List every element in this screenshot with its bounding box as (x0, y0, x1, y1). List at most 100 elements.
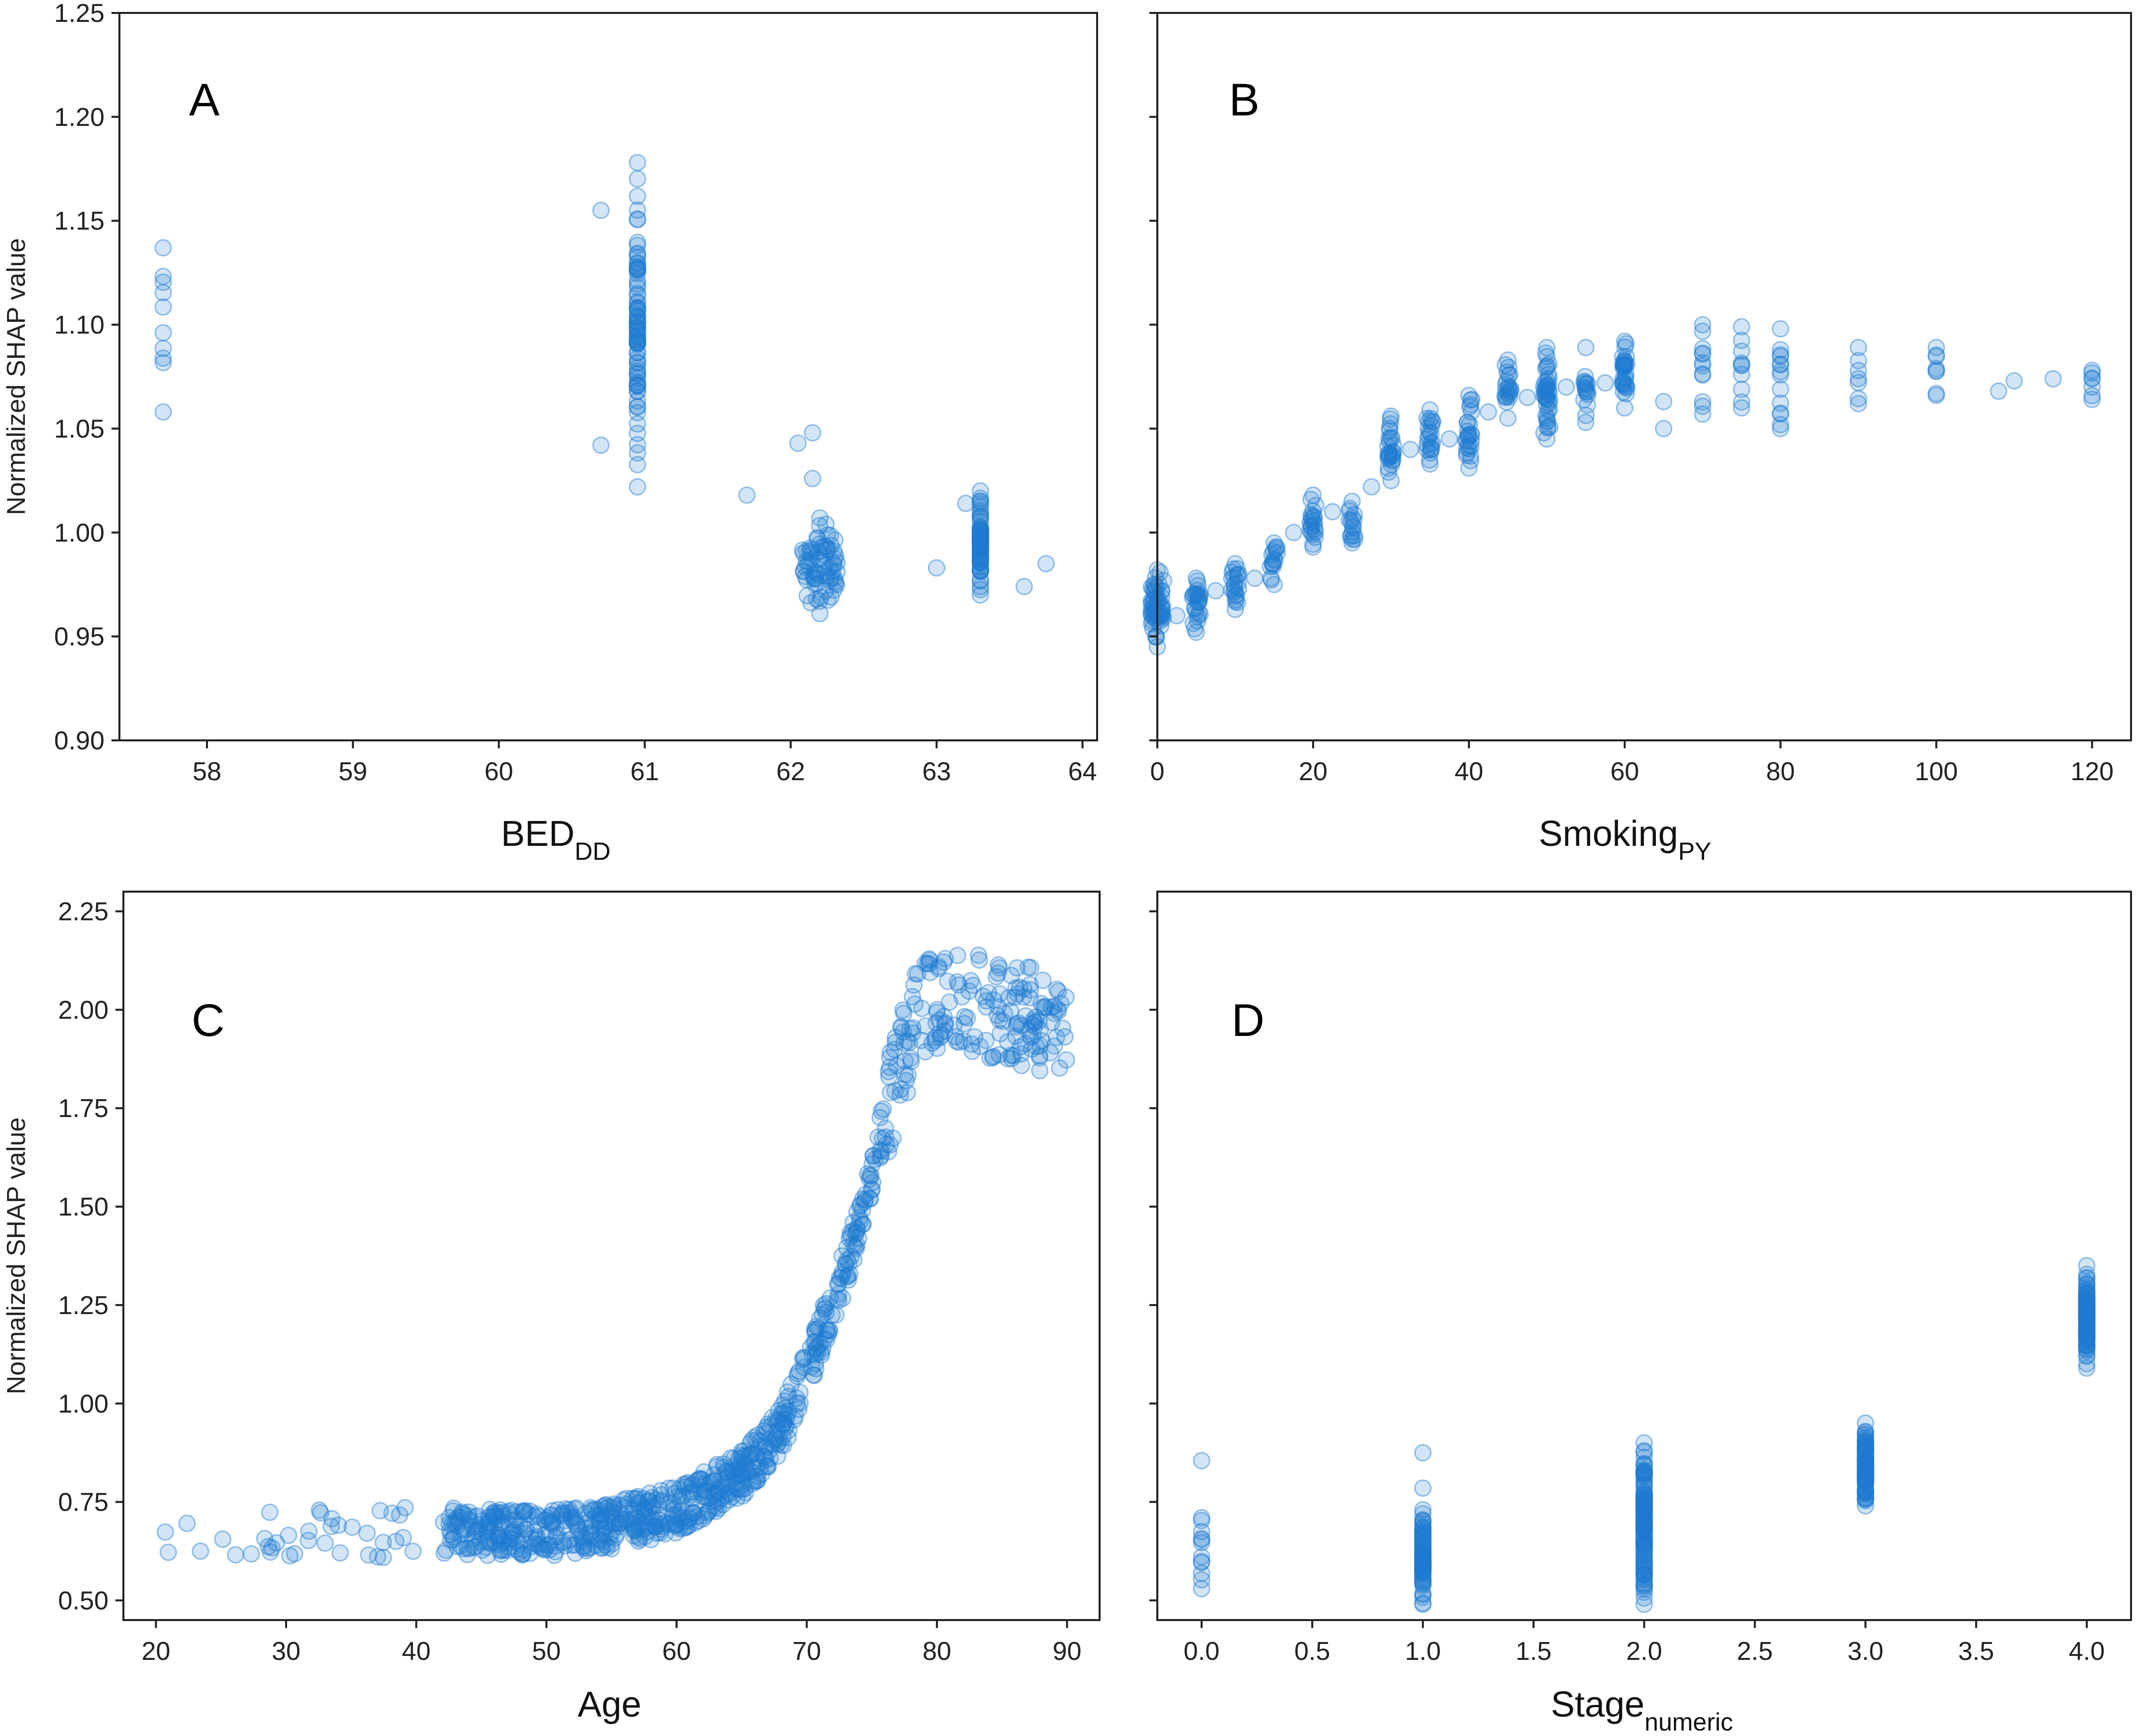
data-point (791, 1384, 809, 1401)
data-point (1154, 609, 1172, 627)
data-point (1498, 384, 1516, 402)
data-point (936, 950, 954, 968)
data-point (1414, 1539, 1432, 1557)
data-point (1772, 404, 1789, 422)
data-point (1535, 424, 1553, 442)
data-point (974, 988, 992, 1005)
data-point (1042, 998, 1060, 1016)
data-point (1301, 513, 1319, 531)
data-point (1499, 351, 1517, 369)
data-point (827, 576, 845, 594)
data-point (1344, 517, 1361, 535)
data-point (523, 1530, 541, 1547)
data-point (628, 244, 646, 262)
data-point (2083, 369, 2101, 387)
data-point (799, 556, 817, 574)
data-point (971, 549, 989, 567)
data-point (1540, 384, 1558, 402)
data-point (1539, 419, 1557, 437)
data-point (1616, 399, 1633, 417)
data-point (877, 1128, 895, 1146)
data-point (971, 518, 989, 536)
panel-b-letter: B (1229, 75, 1259, 125)
data-point (1849, 362, 1867, 380)
data-point (1422, 441, 1439, 459)
data-point (1015, 988, 1032, 1006)
data-point (971, 561, 989, 579)
data-point (1142, 601, 1160, 618)
data-point (1500, 380, 1518, 398)
data-point (1732, 399, 1750, 417)
data-point (1228, 566, 1246, 584)
data-point (1150, 607, 1168, 625)
data-point (565, 1509, 583, 1527)
data-point (1460, 440, 1478, 458)
data-point (971, 542, 989, 560)
data-point (1225, 583, 1243, 601)
data-point (513, 1545, 531, 1563)
data-point (815, 557, 833, 575)
data-point (1346, 530, 1364, 548)
data-point (1615, 357, 1632, 375)
data-point (907, 965, 924, 983)
data-point (528, 1505, 546, 1523)
data-point (1225, 576, 1243, 593)
data-point (1142, 605, 1160, 622)
data-point (1229, 574, 1247, 592)
data-point (817, 1331, 835, 1349)
data-point (1462, 425, 1480, 443)
data-point (628, 322, 646, 340)
data-point (1460, 387, 1478, 405)
x-tick-label: 2.0 (1626, 1637, 1662, 1666)
data-point (1145, 590, 1163, 608)
data-point (1343, 530, 1361, 548)
data-point (322, 1518, 340, 1535)
data-point (628, 258, 646, 276)
data-point (1928, 347, 1945, 365)
data-point (1384, 443, 1402, 461)
x-tick-label: 50 (532, 1637, 561, 1666)
y-tick-label: 2.25 (58, 898, 108, 926)
data-point (1928, 362, 1945, 380)
data-point (971, 522, 989, 540)
panel-b-points (1142, 316, 2101, 656)
data-point (1045, 1037, 1063, 1055)
data-point (1578, 396, 1596, 414)
data-point (1267, 540, 1285, 558)
data-point (1015, 578, 1033, 596)
data-point (628, 272, 646, 290)
data-point (1340, 511, 1358, 529)
x-tick-label: 90 (1053, 1637, 1082, 1666)
data-point (1264, 555, 1282, 573)
data-point (971, 535, 989, 553)
data-point (628, 456, 646, 474)
data-point (1772, 366, 1789, 384)
x-tick-label: 80 (922, 1637, 951, 1666)
data-point (592, 202, 610, 219)
data-point (1324, 503, 1341, 520)
data-point (856, 1191, 874, 1209)
data-point (1537, 385, 1555, 403)
data-point (628, 330, 646, 348)
data-point (971, 492, 989, 510)
data-point (1615, 357, 1632, 375)
data-point (628, 285, 646, 303)
data-point (1193, 1509, 1211, 1527)
data-point (1772, 341, 1789, 359)
panel-d-ticks: 0.0 0.5 1.0 1.5 2.0 2.5 3.0 3.5 4.0 (1149, 910, 2105, 1666)
data-point (1381, 446, 1399, 464)
data-point (562, 1508, 580, 1526)
data-point (192, 1542, 209, 1560)
panel-c-ylabel: Normalized SHAP value (2, 1118, 31, 1395)
panel-a-bed-dd: 58 59 60 61 62 63 64 0.90 0.95 1.00 1.05 1.10 1.15 1.… (2, 0, 1098, 865)
data-point (628, 260, 646, 278)
data-point (1384, 447, 1402, 464)
data-point (971, 502, 989, 520)
data-point (1422, 438, 1440, 456)
data-point (1540, 355, 1558, 373)
data-point (628, 254, 646, 272)
data-point (628, 354, 646, 372)
data-point (1342, 528, 1360, 546)
data-point (1303, 511, 1321, 528)
data-point (2078, 1359, 2096, 1377)
